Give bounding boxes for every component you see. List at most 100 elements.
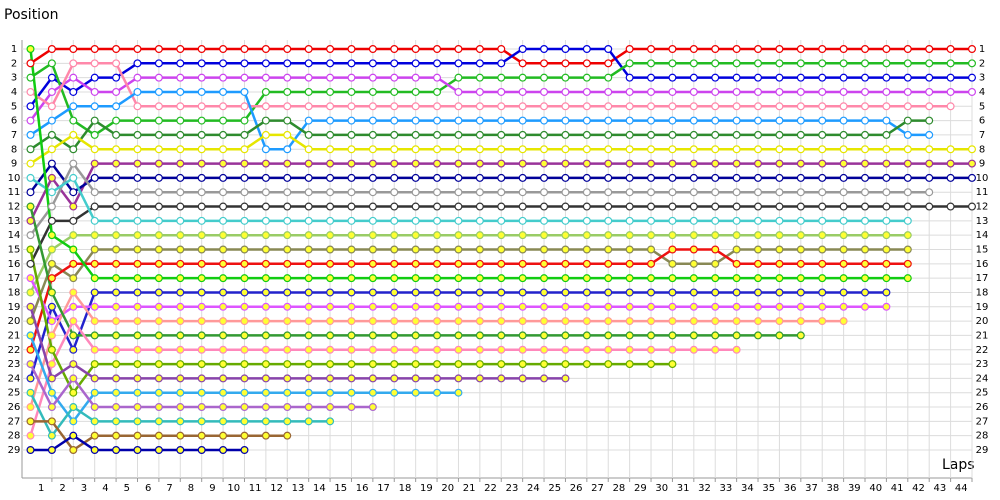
lap-marker: [582, 360, 591, 369]
lap-marker: [433, 44, 442, 53]
lap-marker: [112, 374, 121, 383]
lap-marker: [903, 44, 912, 53]
lap-marker: [946, 102, 955, 111]
lap-marker: [925, 59, 934, 68]
lap-marker: [197, 216, 206, 225]
lap-marker: [326, 130, 335, 139]
lap-marker: [283, 130, 292, 139]
y-tick-label-right: 26: [976, 402, 989, 413]
lap-marker: [839, 145, 848, 154]
lap-marker: [133, 374, 142, 383]
lap-marker: [518, 374, 527, 383]
lap-marker: [112, 403, 121, 412]
lap-marker: [283, 202, 292, 211]
lap-marker: [561, 102, 570, 111]
lap-marker: [240, 102, 249, 111]
lap-marker: [347, 102, 356, 111]
lap-marker: [347, 159, 356, 168]
lap-marker: [518, 360, 527, 369]
lap-marker: [497, 87, 506, 96]
lap-marker: [839, 259, 848, 268]
lap-marker: [240, 302, 249, 311]
y-tick-label: 23: [8, 359, 21, 370]
lap-marker: [967, 159, 976, 168]
lap-marker: [368, 116, 377, 125]
lap-marker: [390, 188, 399, 197]
x-tick-label: 8: [188, 483, 194, 494]
lap-marker: [475, 116, 484, 125]
lap-marker: [304, 245, 313, 254]
lap-marker: [347, 216, 356, 225]
lap-marker: [176, 331, 185, 340]
lap-marker: [69, 446, 78, 455]
lap-marker: [411, 360, 420, 369]
lap-marker: [69, 202, 78, 211]
lap-marker: [882, 245, 891, 254]
lap-marker: [454, 245, 463, 254]
lap-marker: [946, 73, 955, 82]
lap-marker: [582, 59, 591, 68]
lap-marker: [775, 288, 784, 297]
lap-marker: [861, 130, 870, 139]
lap-marker: [112, 102, 121, 111]
lap-marker: [26, 145, 35, 154]
lap-marker: [154, 59, 163, 68]
lap-marker: [197, 202, 206, 211]
lap-marker: [219, 87, 228, 96]
lap-marker: [561, 159, 570, 168]
lap-marker: [818, 145, 827, 154]
lap-marker: [497, 360, 506, 369]
lap-marker: [433, 188, 442, 197]
lap-marker: [732, 130, 741, 139]
y-tick-label: 7: [11, 130, 17, 141]
lap-marker: [946, 59, 955, 68]
x-tick-label: 25: [548, 483, 561, 494]
lap-marker: [497, 288, 506, 297]
lap-marker: [732, 188, 741, 197]
lap-marker: [903, 116, 912, 125]
lap-marker: [967, 59, 976, 68]
lap-marker: [304, 360, 313, 369]
lap-marker: [197, 274, 206, 283]
lap-marker: [47, 446, 56, 455]
lap-marker: [90, 231, 99, 240]
lap-marker: [47, 44, 56, 53]
lap-marker: [839, 188, 848, 197]
lap-marker: [754, 159, 763, 168]
lap-marker: [796, 288, 805, 297]
lap-marker: [754, 245, 763, 254]
lap-marker: [47, 403, 56, 412]
lap-marker: [347, 145, 356, 154]
lap-marker: [47, 274, 56, 283]
lap-marker: [26, 274, 35, 283]
lap-marker: [518, 102, 527, 111]
lap-marker: [347, 116, 356, 125]
lap-marker: [26, 388, 35, 397]
lap-marker: [582, 87, 591, 96]
lap-marker: [775, 44, 784, 53]
lap-marker: [689, 130, 698, 139]
lap-marker: [775, 188, 784, 197]
lap-marker: [326, 173, 335, 182]
lap-marker: [689, 102, 698, 111]
lap-marker: [69, 345, 78, 354]
lap-marker: [90, 116, 99, 125]
lap-marker: [112, 431, 121, 440]
lap-marker: [368, 403, 377, 412]
lap-marker: [839, 173, 848, 182]
lap-marker: [176, 388, 185, 397]
lap-marker: [26, 360, 35, 369]
lap-marker: [219, 245, 228, 254]
lap-marker: [732, 216, 741, 225]
lap-marker: [711, 259, 720, 268]
lap-marker: [368, 302, 377, 311]
lap-marker: [903, 216, 912, 225]
lap-marker: [497, 116, 506, 125]
lap-marker: [818, 288, 827, 297]
lap-marker: [390, 317, 399, 326]
x-tick-label: 26: [570, 483, 583, 494]
lap-marker: [411, 102, 420, 111]
lap-marker: [283, 331, 292, 340]
lap-marker: [411, 116, 420, 125]
lap-marker: [197, 173, 206, 182]
